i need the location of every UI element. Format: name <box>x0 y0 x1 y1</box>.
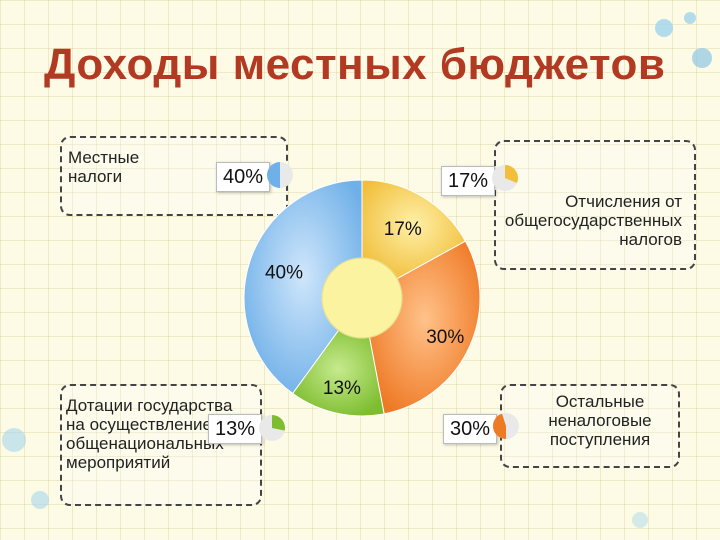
bubble-icon <box>684 12 696 24</box>
slice-local-taxes-label: 40% <box>265 263 303 284</box>
callout-transfers-badge: 17% <box>441 166 496 196</box>
mini-pie-transfers-icon <box>505 165 518 184</box>
callout-grants-badge: 13% <box>208 414 263 444</box>
callout-local-taxes-text: Местные налоги <box>68 148 140 186</box>
callout-transfers <box>494 140 696 270</box>
slice-grants-label: 13% <box>323 378 361 399</box>
mini-pie-other-icon <box>492 413 506 439</box>
bubble-icon <box>2 428 26 452</box>
callout-grants-text: Дотации государства на осуществление общ… <box>66 396 233 472</box>
callout-grants <box>60 384 262 506</box>
bubble-icon <box>31 491 49 509</box>
slice-transfers-label: 17% <box>384 219 422 240</box>
page-title: Доходы местных бюджетов <box>44 40 666 89</box>
bubble-icon <box>655 19 673 37</box>
donut-center <box>321 257 403 339</box>
callout-local-taxes-badge: 40% <box>216 162 271 192</box>
mini-pie-local-taxes-icon <box>267 162 280 188</box>
bubble-icon <box>692 48 712 68</box>
bubble-icon <box>632 512 648 528</box>
callout-transfers-text: Отчисления от общегосударственных налого… <box>504 192 682 249</box>
callout-other <box>500 384 680 468</box>
mini-pie-grants-icon <box>272 415 285 431</box>
slice-other-label: 30% <box>426 327 464 348</box>
callout-other-badge: 30% <box>443 414 498 444</box>
callout-other-text: Остальные неналоговые поступления <box>548 392 652 449</box>
